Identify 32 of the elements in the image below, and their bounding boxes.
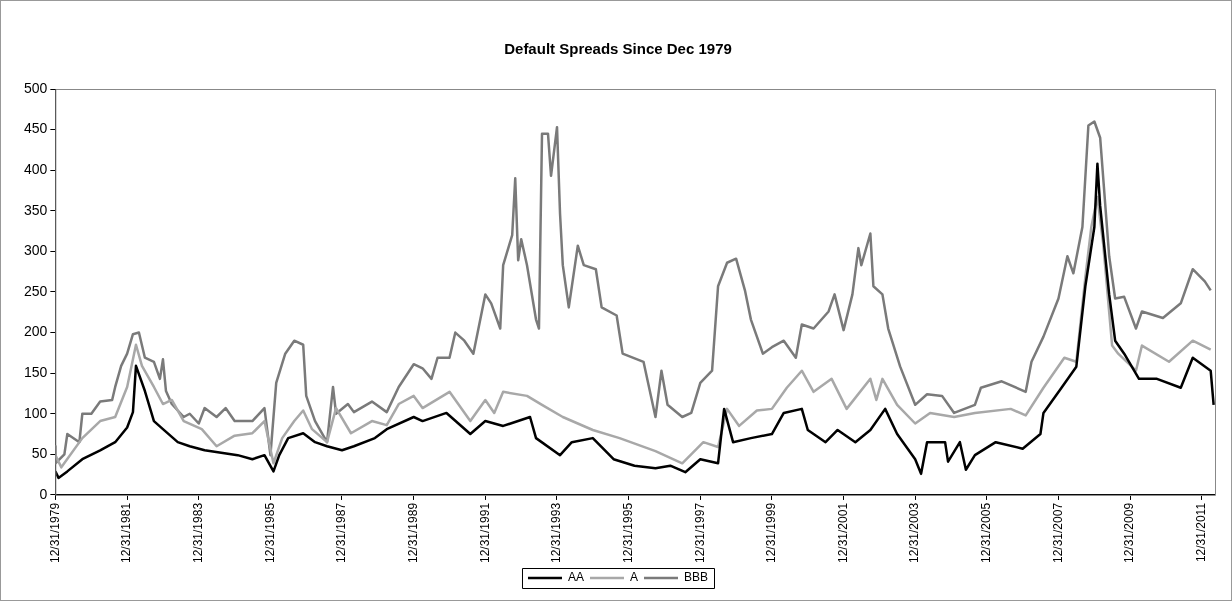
x-tick-label: 12/31/1983 bbox=[190, 502, 205, 563]
x-tick-label: 12/31/1997 bbox=[692, 502, 707, 563]
x-tick-label: 12/31/1989 bbox=[405, 502, 420, 563]
x-tick-label: 12/31/2011 bbox=[1193, 502, 1208, 563]
x-tick-label: 12/31/1987 bbox=[334, 502, 349, 563]
y-tick-label: 450 bbox=[24, 120, 48, 137]
x-tick-label: 12/31/2007 bbox=[1050, 502, 1065, 563]
x-tick-label: 12/31/1981 bbox=[119, 502, 134, 563]
x-tick-label: 12/31/1985 bbox=[262, 502, 277, 563]
y-tick-label: 200 bbox=[24, 323, 48, 340]
x-tick-label: 12/31/1999 bbox=[764, 502, 779, 563]
chart-title: Default Spreads Since Dec 1979 bbox=[504, 40, 732, 58]
y-tick-label: 50 bbox=[31, 445, 48, 462]
x-tick-label: 12/31/1993 bbox=[549, 502, 564, 563]
x-tick-label: 12/31/2001 bbox=[835, 502, 850, 563]
x-tick-label: 12/31/1995 bbox=[620, 502, 635, 563]
x-tick-label: 12/31/1991 bbox=[477, 502, 492, 563]
x-tick-label: 12/31/2009 bbox=[1122, 502, 1137, 563]
y-tick-label: 400 bbox=[24, 161, 48, 178]
legend-label: BBB bbox=[684, 570, 709, 585]
x-tick-label: 12/31/2005 bbox=[979, 502, 994, 563]
y-tick-label: 0 bbox=[39, 485, 48, 502]
y-tick-label: 300 bbox=[24, 242, 48, 259]
legend-label: AA bbox=[567, 570, 584, 585]
y-tick-label: 250 bbox=[24, 282, 48, 299]
y-tick-label: 100 bbox=[24, 404, 48, 421]
legend-label: A bbox=[630, 570, 639, 585]
x-tick-label: 12/31/2003 bbox=[907, 502, 922, 563]
y-tick-label: 500 bbox=[24, 79, 48, 96]
y-tick-label: 150 bbox=[24, 364, 48, 381]
y-tick-label: 350 bbox=[24, 201, 48, 218]
x-tick-label: 12/31/1979 bbox=[47, 502, 62, 563]
